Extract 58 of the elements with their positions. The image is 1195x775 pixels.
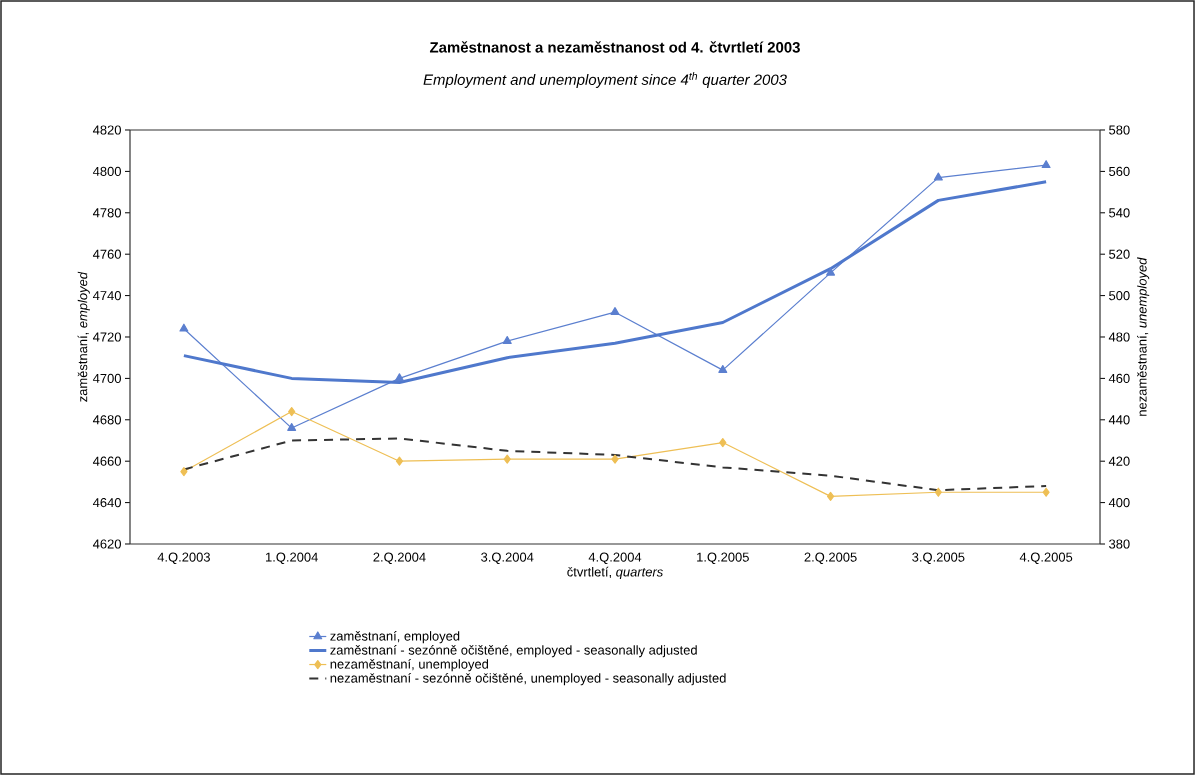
chart-title: Zaměstnanost a nezaměstnanost od 4. čtvrtletí 2003 <box>429 41 800 53</box>
chart-subtitle: Employment and unemployment since 4$^{th}$ quarter 2003 <box>423 72 787 88</box>
y-tick-label: 4760 <box>92 249 121 259</box>
y2-axis-title: nezaměstnaní, unemployed <box>1136 257 1150 416</box>
point <box>826 491 835 501</box>
legend-label: zaměstnaní - sezónně očištěné, employed - seasonally adjusted <box>330 645 697 658</box>
x-tick-label: 4.Q.2003 <box>157 552 210 565</box>
y2-tick-label: 400 <box>1108 498 1130 508</box>
point <box>394 373 404 382</box>
point <box>719 437 727 448</box>
y-tick-label: 4740 <box>92 291 121 301</box>
y2-tick-label: 420 <box>1108 456 1130 466</box>
y-tick-label: 4820 <box>92 125 121 135</box>
y-tick-label: 4700 <box>92 373 121 383</box>
y2-tick-label: 380 <box>1109 539 1130 549</box>
point <box>718 365 728 373</box>
point <box>502 336 512 344</box>
point <box>1042 487 1050 497</box>
x-axis-title: čtvrtletí, quarters <box>567 566 663 580</box>
legend-label: nezaměstnaní, unemployed <box>330 659 489 672</box>
point <box>934 487 942 497</box>
y2-tick-label: 520 <box>1109 249 1130 259</box>
point <box>395 456 404 466</box>
point <box>503 454 511 464</box>
x-tick-label: 1.Q.2004 <box>266 552 318 565</box>
y-tick-label: 4780 <box>92 208 121 218</box>
point <box>933 172 943 181</box>
x-tick-label: 4.Q.2004 <box>588 552 642 565</box>
y2-tick-label: 580 <box>1109 125 1130 135</box>
x-tick-label: 3.Q.2005 <box>912 552 965 565</box>
legend-label: zaměstnaní, employed <box>330 630 460 644</box>
point <box>180 466 188 477</box>
x-tick-label: 1.Q.2005 <box>697 552 749 565</box>
y2-tick-label: 440 <box>1108 415 1130 425</box>
point <box>826 267 836 276</box>
y-tick-label: 4800 <box>92 166 121 176</box>
x-tick-label: 2.Q.2005 <box>804 552 857 565</box>
point <box>288 406 296 417</box>
y2-tick-label: 560 <box>1109 166 1130 176</box>
x-tick-label: 2.Q.2004 <box>373 552 426 565</box>
y-tick-label: 4620 <box>92 539 121 549</box>
y-tick-label: 4720 <box>92 332 121 342</box>
y-tick-label: 4640 <box>92 498 121 508</box>
point <box>1041 160 1051 169</box>
y2-tick-label: 460 <box>1108 373 1130 383</box>
y-axis-title: zaměstnaní, employed <box>77 271 90 402</box>
point <box>287 422 297 431</box>
y2-tick-label: 480 <box>1108 332 1130 342</box>
legend-label: nezaměstnaní - sezónně očištěné, unemployed - seasonally adjusted <box>330 673 726 686</box>
x-tick-label: 4.Q.2005 <box>1019 552 1073 565</box>
point <box>610 307 620 316</box>
y2-tick-label: 540 <box>1109 208 1130 218</box>
point <box>179 323 189 332</box>
y-tick-label: 4680 <box>92 415 121 425</box>
x-tick-label: 3.Q.2004 <box>481 552 534 565</box>
point <box>611 454 619 464</box>
y2-tick-label: 500 <box>1109 291 1130 301</box>
y-tick-label: 4660 <box>92 456 121 466</box>
